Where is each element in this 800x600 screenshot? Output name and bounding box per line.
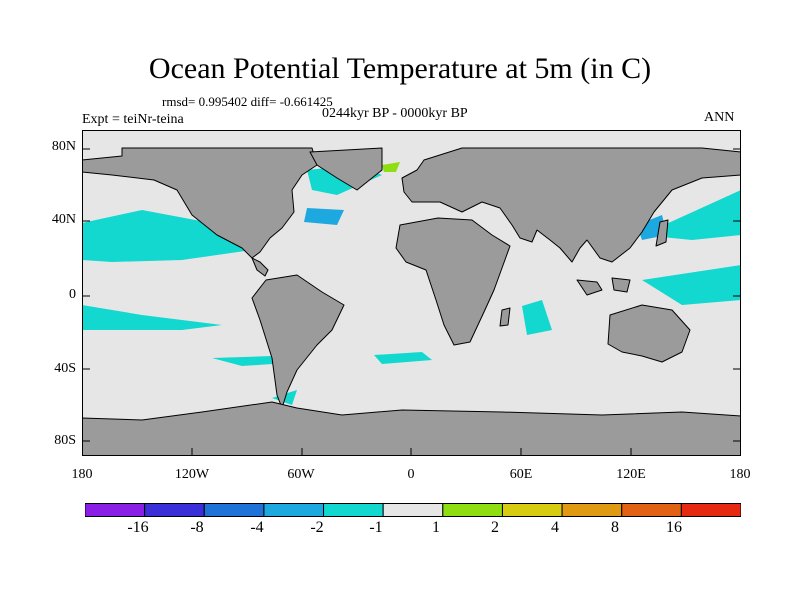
colorbar-swatch bbox=[323, 503, 384, 517]
central-america bbox=[251, 257, 269, 277]
north-america bbox=[82, 147, 318, 259]
colorbar-label: 16 bbox=[666, 519, 682, 536]
x-tick-label: 60E bbox=[509, 467, 533, 482]
western-pacific-cool bbox=[642, 265, 741, 305]
x-tick-label: 60W bbox=[287, 467, 315, 482]
colorbar-swatch bbox=[382, 503, 444, 517]
y-tick-label: 0 bbox=[69, 287, 76, 302]
x-tick-label: 180 bbox=[71, 467, 93, 482]
colorbar-label: 1 bbox=[432, 519, 440, 536]
x-tick-label: 0 bbox=[407, 467, 415, 482]
colorbar-label: -16 bbox=[127, 519, 149, 536]
south-america bbox=[251, 274, 345, 409]
japan bbox=[655, 219, 669, 247]
equatorial-pacific-cool bbox=[82, 305, 222, 330]
eurasia bbox=[401, 147, 741, 263]
antarctica bbox=[82, 401, 741, 456]
africa bbox=[395, 217, 511, 346]
madagascar bbox=[499, 307, 511, 327]
colorbar-label: -4 bbox=[250, 519, 264, 536]
colorbar-swatch bbox=[85, 503, 146, 517]
gulf-stream-cool bbox=[304, 208, 344, 225]
colorbar-label: -2 bbox=[310, 519, 324, 536]
stats-text: rmsd= 0.995402 diff= -0.661425 bbox=[162, 94, 333, 109]
y-tick-label: 40S bbox=[54, 361, 76, 376]
south-atlantic-cool bbox=[374, 352, 432, 364]
season-label: ANN bbox=[704, 110, 735, 125]
colorbar-label: 2 bbox=[491, 519, 499, 536]
colorbar-label: -1 bbox=[369, 519, 383, 536]
colorbar-swatch bbox=[442, 503, 503, 517]
x-tick-label: 120W bbox=[174, 467, 210, 482]
colorbar-swatch bbox=[621, 503, 682, 517]
colorbar-label: 4 bbox=[551, 519, 559, 536]
world-map bbox=[82, 130, 741, 456]
colorbar-swatch bbox=[263, 503, 325, 517]
plot-title: Ocean Potential Temperature at 5m (in C) bbox=[148, 52, 652, 85]
experiment-label: Expt = teiNr-teina bbox=[82, 112, 184, 127]
colorbar-label: -8 bbox=[190, 519, 204, 536]
colorbar-swatch bbox=[680, 503, 741, 517]
greenland bbox=[309, 147, 383, 191]
maritime-continent-a bbox=[576, 279, 603, 296]
arctic-warm-patch-east bbox=[382, 162, 400, 172]
australia bbox=[607, 304, 691, 363]
axis-ticks bbox=[82, 148, 741, 456]
x-tick-label: 120E bbox=[616, 467, 646, 482]
land-masses bbox=[82, 147, 741, 456]
colorbar-swatch bbox=[561, 503, 623, 517]
indian-ocean-cool bbox=[522, 300, 552, 335]
colorbar bbox=[85, 503, 741, 517]
y-tick-label: 80N bbox=[51, 139, 76, 154]
maritime-continent-b bbox=[611, 277, 631, 293]
colorbar-swatch bbox=[501, 503, 563, 517]
y-tick-label: 40N bbox=[51, 212, 76, 227]
colorbar-label: 8 bbox=[611, 519, 619, 536]
x-tick-label: 180 bbox=[729, 467, 751, 482]
y-tick-label: 80S bbox=[54, 433, 76, 448]
period-label: 0244kyr BP - 0000kyr BP bbox=[322, 106, 468, 121]
colorbar-swatch bbox=[144, 503, 205, 517]
colorbar-swatch bbox=[203, 503, 265, 517]
